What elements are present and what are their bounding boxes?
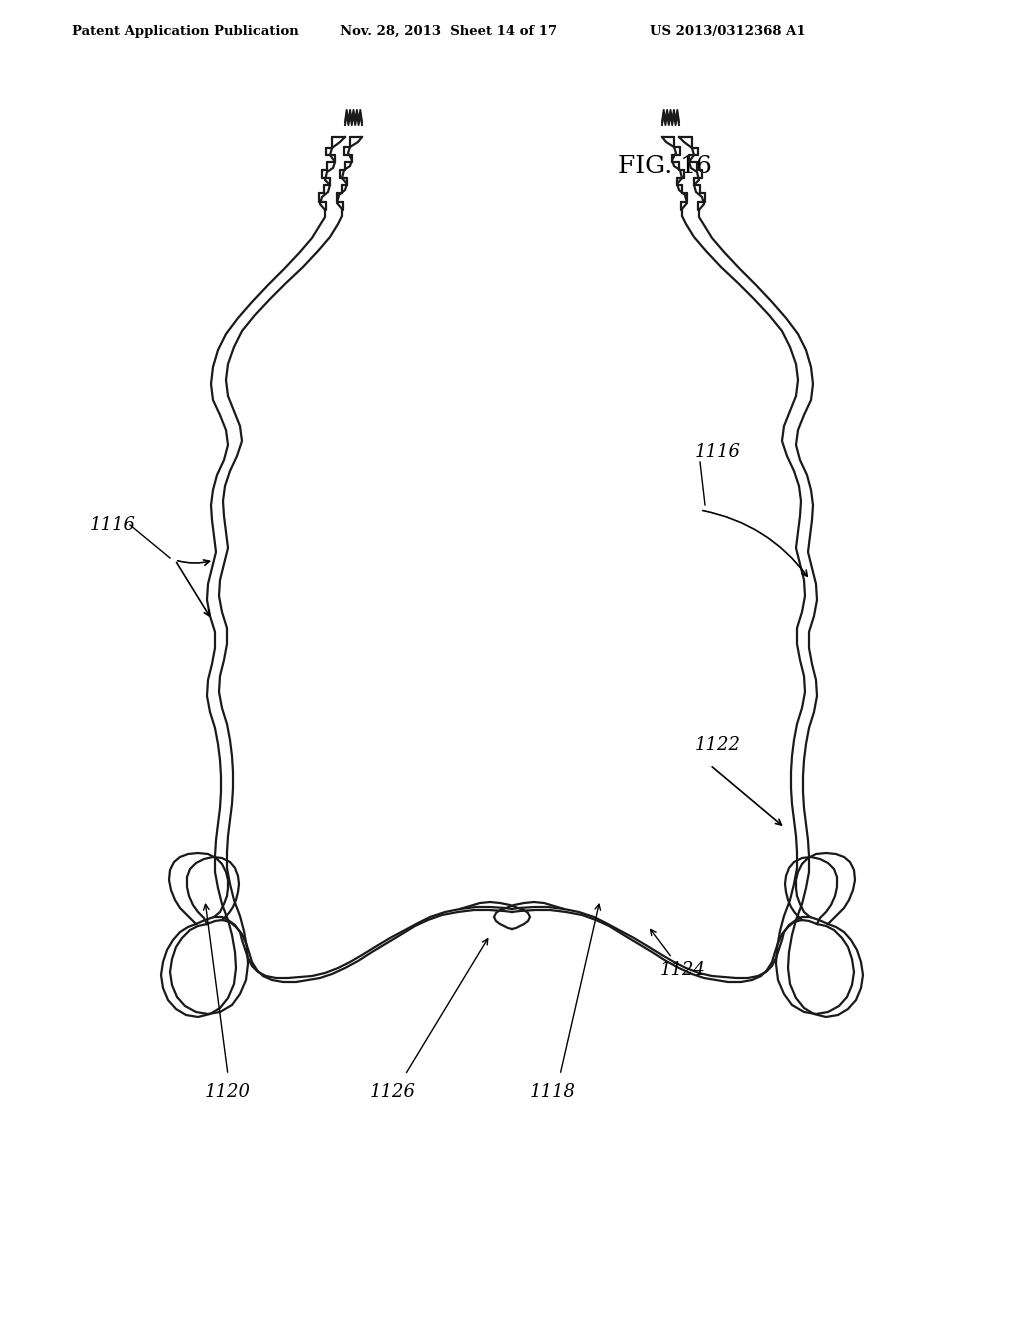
Text: Patent Application Publication: Patent Application Publication bbox=[72, 25, 299, 38]
Text: 1126: 1126 bbox=[370, 1082, 416, 1101]
Text: Nov. 28, 2013  Sheet 14 of 17: Nov. 28, 2013 Sheet 14 of 17 bbox=[340, 25, 557, 38]
Text: US 2013/0312368 A1: US 2013/0312368 A1 bbox=[650, 25, 806, 38]
Text: 1124: 1124 bbox=[660, 961, 706, 979]
Text: 1116: 1116 bbox=[695, 444, 741, 461]
Text: 1118: 1118 bbox=[530, 1082, 575, 1101]
Text: 1116: 1116 bbox=[90, 516, 136, 535]
Text: 1122: 1122 bbox=[695, 737, 741, 754]
Text: FIG. 16: FIG. 16 bbox=[618, 154, 712, 178]
Text: 1120: 1120 bbox=[205, 1082, 251, 1101]
